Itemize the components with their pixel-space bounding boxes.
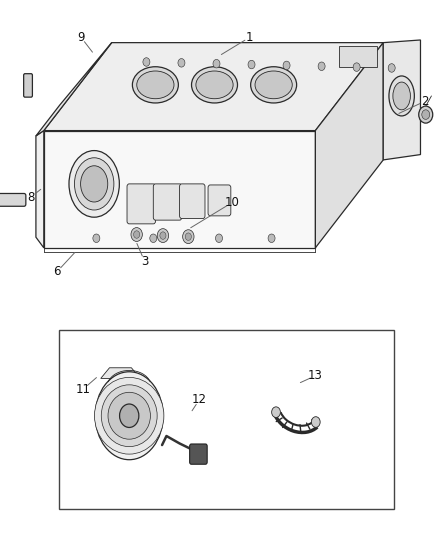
Text: 1: 1 xyxy=(246,31,254,44)
FancyBboxPatch shape xyxy=(24,74,32,97)
Circle shape xyxy=(215,234,223,243)
Circle shape xyxy=(311,417,320,427)
FancyBboxPatch shape xyxy=(127,184,155,224)
Ellipse shape xyxy=(108,392,150,439)
Polygon shape xyxy=(101,368,140,378)
Polygon shape xyxy=(36,43,112,136)
Text: 10: 10 xyxy=(225,196,240,209)
Circle shape xyxy=(422,110,430,119)
Ellipse shape xyxy=(69,150,119,217)
Text: 8: 8 xyxy=(27,191,34,204)
Ellipse shape xyxy=(393,82,410,110)
Circle shape xyxy=(93,234,100,243)
Circle shape xyxy=(157,229,169,243)
Circle shape xyxy=(248,60,255,69)
FancyBboxPatch shape xyxy=(59,330,394,509)
Ellipse shape xyxy=(196,71,233,99)
FancyBboxPatch shape xyxy=(180,184,205,219)
FancyBboxPatch shape xyxy=(208,185,231,216)
Circle shape xyxy=(183,230,194,244)
Text: 6: 6 xyxy=(53,265,61,278)
Ellipse shape xyxy=(255,71,292,99)
Circle shape xyxy=(268,234,275,243)
Ellipse shape xyxy=(389,76,414,116)
Ellipse shape xyxy=(101,385,157,447)
Text: 9: 9 xyxy=(77,31,85,44)
Circle shape xyxy=(388,63,395,72)
Ellipse shape xyxy=(95,377,164,454)
Circle shape xyxy=(213,59,220,68)
Text: 11: 11 xyxy=(76,383,91,395)
Circle shape xyxy=(318,62,325,70)
Circle shape xyxy=(178,59,185,67)
FancyBboxPatch shape xyxy=(339,46,377,67)
Text: 12: 12 xyxy=(192,393,207,406)
Polygon shape xyxy=(383,40,420,160)
Circle shape xyxy=(160,232,166,239)
Polygon shape xyxy=(36,131,44,248)
Ellipse shape xyxy=(137,71,174,99)
Circle shape xyxy=(283,61,290,70)
FancyBboxPatch shape xyxy=(190,444,207,464)
Polygon shape xyxy=(315,43,383,248)
Circle shape xyxy=(120,404,139,427)
Text: 2: 2 xyxy=(421,95,429,108)
FancyBboxPatch shape xyxy=(0,193,26,206)
Ellipse shape xyxy=(132,67,178,103)
Text: 3: 3 xyxy=(141,255,148,268)
Ellipse shape xyxy=(251,67,297,103)
Ellipse shape xyxy=(74,158,114,210)
Circle shape xyxy=(131,228,142,241)
Circle shape xyxy=(134,231,140,238)
Circle shape xyxy=(353,63,360,71)
Text: 13: 13 xyxy=(308,369,323,382)
Circle shape xyxy=(185,233,191,240)
Circle shape xyxy=(143,58,150,66)
Circle shape xyxy=(150,234,157,243)
Polygon shape xyxy=(44,131,315,248)
FancyBboxPatch shape xyxy=(153,184,182,220)
Ellipse shape xyxy=(95,372,163,459)
Polygon shape xyxy=(44,43,383,131)
Ellipse shape xyxy=(191,67,237,103)
Circle shape xyxy=(419,106,433,123)
Ellipse shape xyxy=(81,166,108,202)
Circle shape xyxy=(272,407,280,417)
